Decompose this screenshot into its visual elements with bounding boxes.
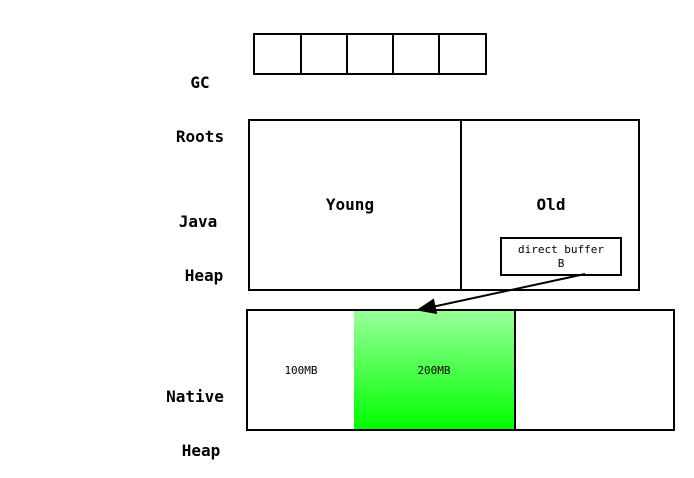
direct-buffer-id: B [557, 257, 565, 270]
gc-roots-label: GC Roots [165, 38, 235, 164]
gc-root-slot [255, 35, 302, 73]
young-generation [250, 121, 462, 289]
reference-arrow [416, 273, 586, 315]
old-label: Old [536, 195, 566, 214]
native-segment-200mb-label: 200MB [417, 364, 451, 377]
gc-root-slot [301, 35, 348, 73]
gc-root-slot [393, 35, 440, 73]
gc-roots-label-line1: GC [190, 73, 210, 92]
gc-roots-array [253, 33, 487, 75]
native-heap-label-line1: Native [166, 387, 224, 406]
direct-buffer-label: direct buffer [517, 243, 605, 256]
native-segment-200mb [354, 311, 516, 429]
java-heap-label-line1: Java [178, 212, 218, 231]
native-heap: 100MB 200MB [246, 309, 675, 431]
reference-arrow-line [416, 273, 586, 315]
young-label: Young [325, 195, 375, 214]
java-heap: Young Old direct buffer B [248, 119, 640, 291]
gc-roots-label-line2: Roots [175, 127, 225, 146]
direct-buffer-object: direct buffer B [500, 237, 622, 276]
gc-root-slot [347, 35, 394, 73]
native-segment-100mb-label: 100MB [284, 364, 318, 377]
java-heap-label-line2: Heap [184, 266, 224, 285]
java-heap-label: Java Heap [158, 177, 238, 303]
